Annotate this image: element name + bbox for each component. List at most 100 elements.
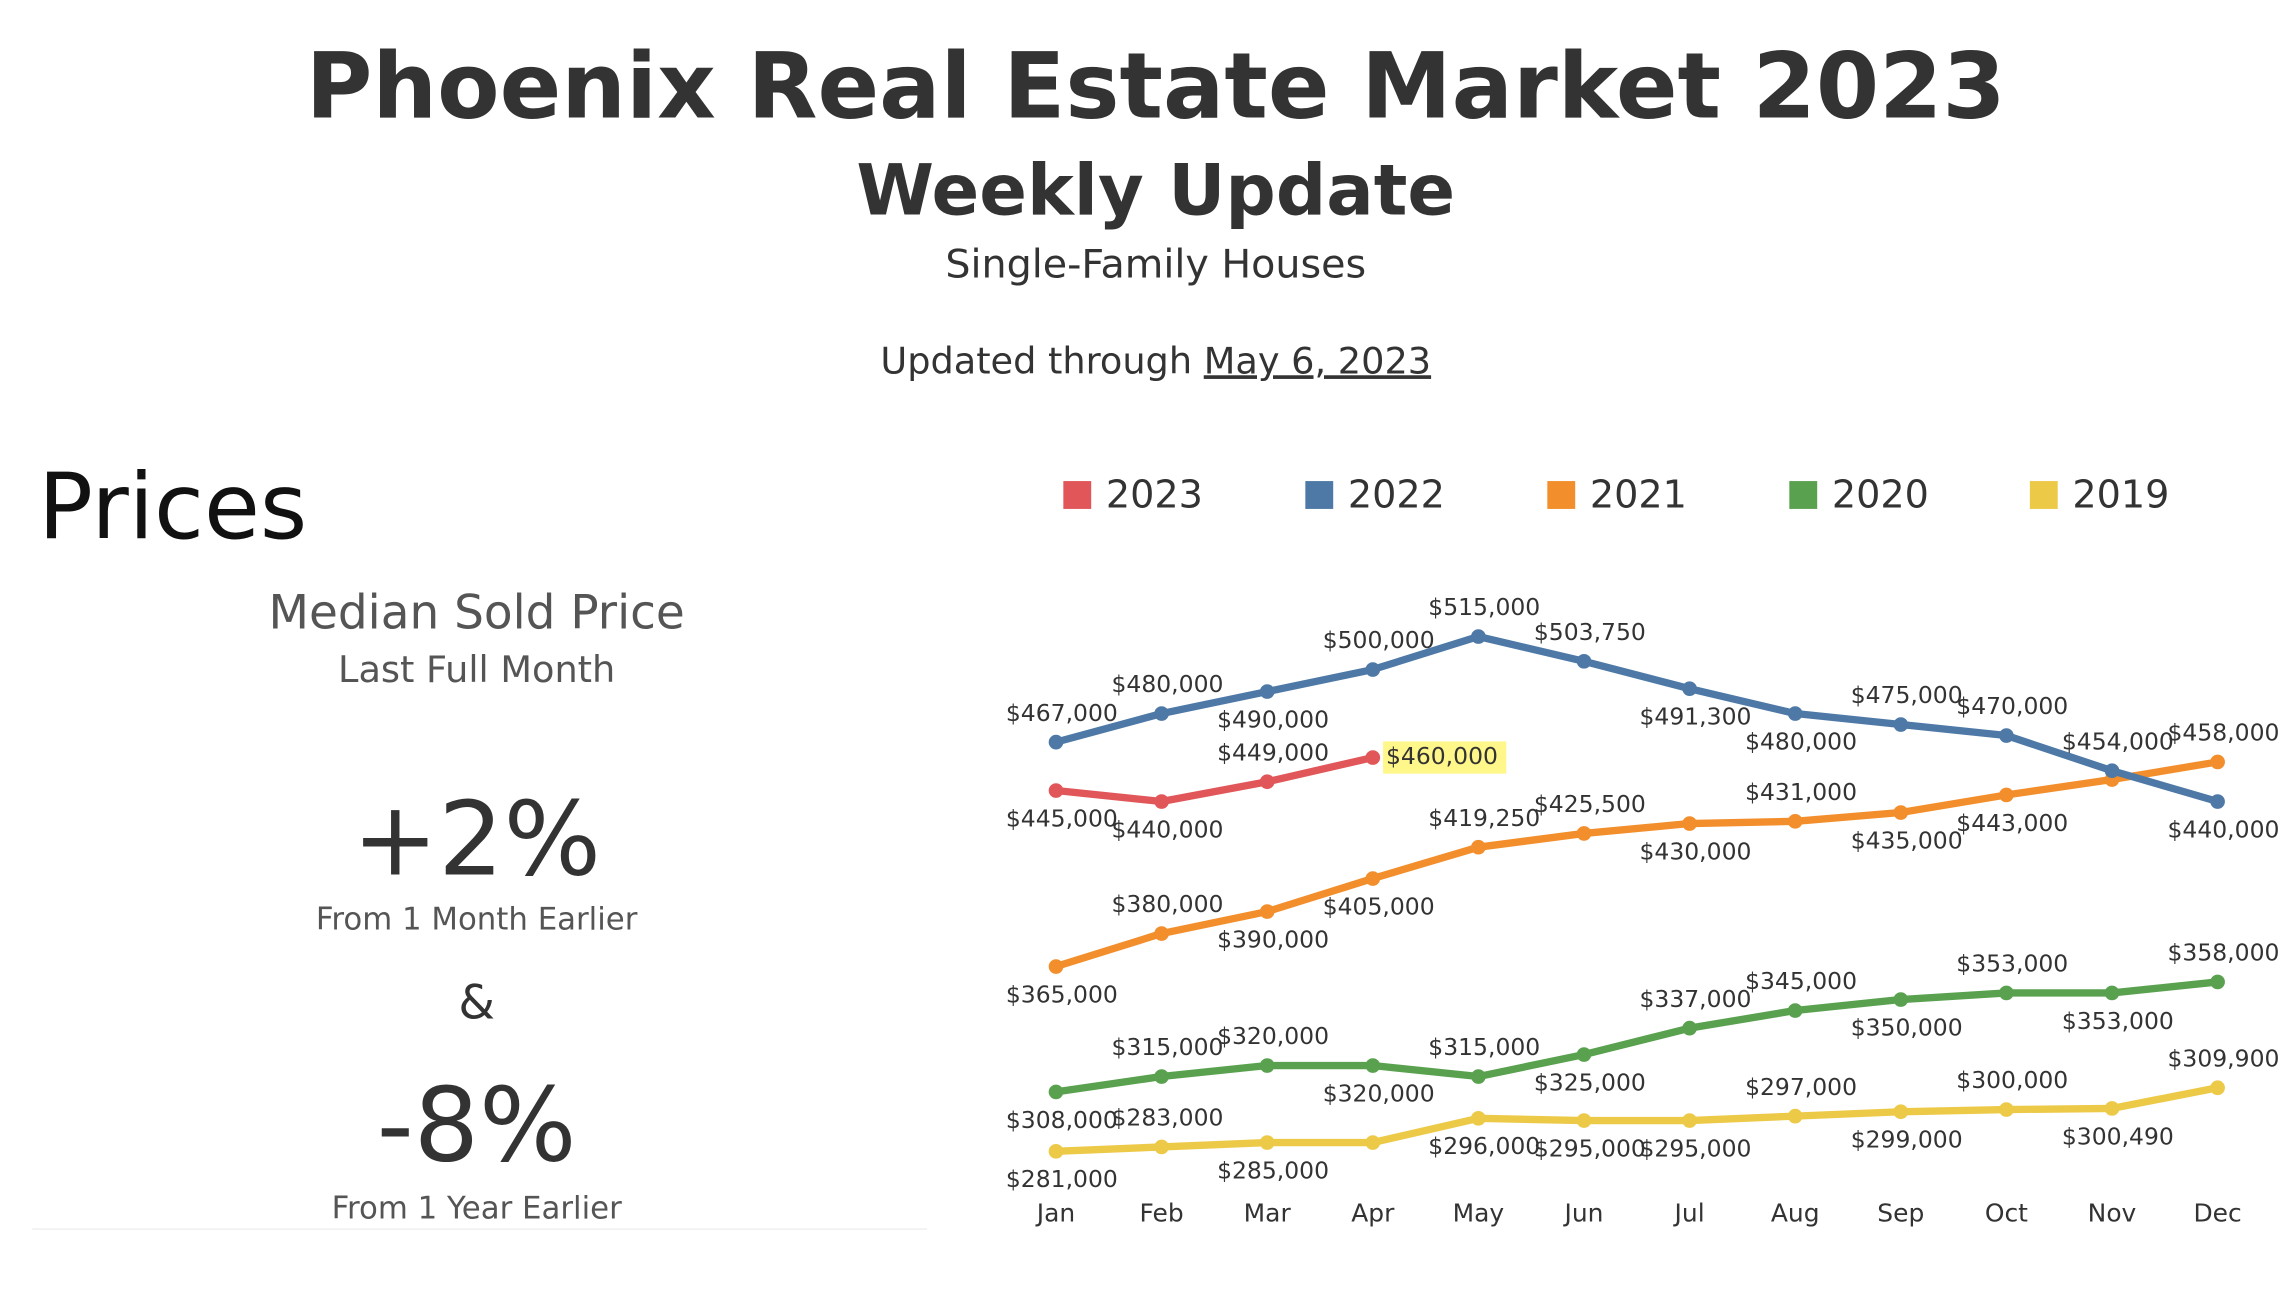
data-label: $296,000 [1428,1132,1540,1160]
data-point [1999,985,2014,1001]
data-point [2104,985,2120,1001]
data-point [1471,1111,1486,1126]
data-label: $380,000 [1112,890,1224,918]
data-point [1365,1058,1381,1073]
legend-swatch [1063,481,1092,509]
data-label: $449,000 [1217,738,1329,766]
data-point [1576,1113,1592,1128]
data-point [1048,1084,1064,1100]
title: Phoenix Real Estate Market 2023 [306,34,2006,139]
data-label: $320,000 [1323,1079,1435,1107]
x-tick-label: Jan [1035,1198,1075,1227]
data-point [1048,734,1064,750]
x-tick-label: May [1453,1198,1505,1227]
data-point [1682,1113,1697,1128]
legend-swatch [1305,481,1334,509]
data-point [1365,750,1381,765]
data-label: $445,000 [1006,804,1118,832]
data-label: $295,000 [1534,1134,1646,1162]
data-point [1787,1003,1803,1018]
data-label: $300,490 [2062,1122,2174,1150]
data-point [2104,1101,2120,1116]
update-line: Updated through May 6, 2023 [880,339,1431,382]
data-label: $490,000 [1217,705,1329,733]
kpi-joiner: & [458,976,495,1031]
kpi-month-change: +2% [352,781,601,900]
data-point [2210,974,2225,990]
label-highlight [1383,741,1507,774]
data-label: $419,250 [1428,804,1540,832]
x-tick-label: Nov [2088,1198,2137,1227]
data-label: $458,000 [2168,719,2280,747]
legend-label: 2022 [1348,473,1445,517]
x-tick-label: Mar [1244,1198,1292,1227]
data-point [1471,839,1486,855]
data-point [1893,1104,1909,1120]
data-label: $467,000 [1006,699,1118,727]
data-point [1154,1069,1169,1084]
data-point [1787,706,1803,721]
data-point [1154,706,1169,721]
segment: Single-Family Houses [945,241,1366,287]
section-title: Prices [38,455,307,560]
data-point [1365,662,1381,677]
data-point [1259,684,1275,699]
data-label: $299,000 [1851,1126,1963,1154]
update-date: May 6, 2023 [1204,339,1431,382]
data-point [1154,794,1169,809]
data-label: $460,000 [1386,742,1498,770]
data-point [1365,871,1381,886]
data-point [2210,754,2225,770]
data-label: $350,000 [1851,1013,1963,1041]
x-tick-label: Feb [1140,1198,1184,1227]
data-label: $345,000 [1745,967,1857,995]
data-label: $491,300 [1640,703,1752,731]
data-label: $308,000 [1006,1106,1118,1134]
data-label: $405,000 [1323,892,1435,920]
series-line [1055,1084,2219,1155]
kpi-panel [32,582,927,1230]
data-point [1682,1020,1697,1036]
data-label: $337,000 [1640,985,1752,1013]
series-line [1055,753,1374,806]
data-point [1048,1144,1064,1159]
data-label: $454,000 [2062,727,2174,755]
data-point [1787,814,1803,829]
data-label: $325,000 [1534,1068,1646,1096]
data-point [2104,763,2120,779]
data-label: $297,000 [1745,1073,1857,1101]
x-tick-label: Jun [1563,1198,1604,1227]
data-point [1154,926,1169,941]
data-point [1893,992,1909,1007]
data-label: $431,000 [1745,778,1857,806]
data-point [2210,794,2225,809]
data-label: $480,000 [1745,727,1857,755]
data-point [1787,1108,1803,1124]
data-label: $358,000 [2168,939,2280,967]
x-tick-label: Dec [2193,1198,2241,1227]
update-text: Updated through [880,339,1192,382]
data-point [1682,681,1697,697]
data-point [1682,816,1697,831]
data-label: $283,000 [1112,1104,1224,1132]
data-point [1576,826,1592,841]
data-label: $295,000 [1640,1134,1752,1162]
data-label: $425,500 [1534,790,1646,818]
data-point [2210,1080,2225,1096]
x-tick-label: Apr [1351,1198,1395,1227]
data-label: $353,000 [1956,950,2068,978]
data-point [1259,904,1275,919]
data-point [1259,1135,1275,1150]
data-point [1154,1139,1169,1155]
data-point [1999,728,2014,743]
data-point [1048,783,1064,798]
data-point [1259,774,1275,790]
data-label: $435,000 [1851,826,1963,854]
x-tick-label: Jul [1673,1198,1705,1227]
data-label: $500,000 [1323,626,1435,654]
data-point [1576,653,1592,669]
data-label: $353,000 [2062,1007,2174,1035]
data-label: $440,000 [2168,815,2280,843]
